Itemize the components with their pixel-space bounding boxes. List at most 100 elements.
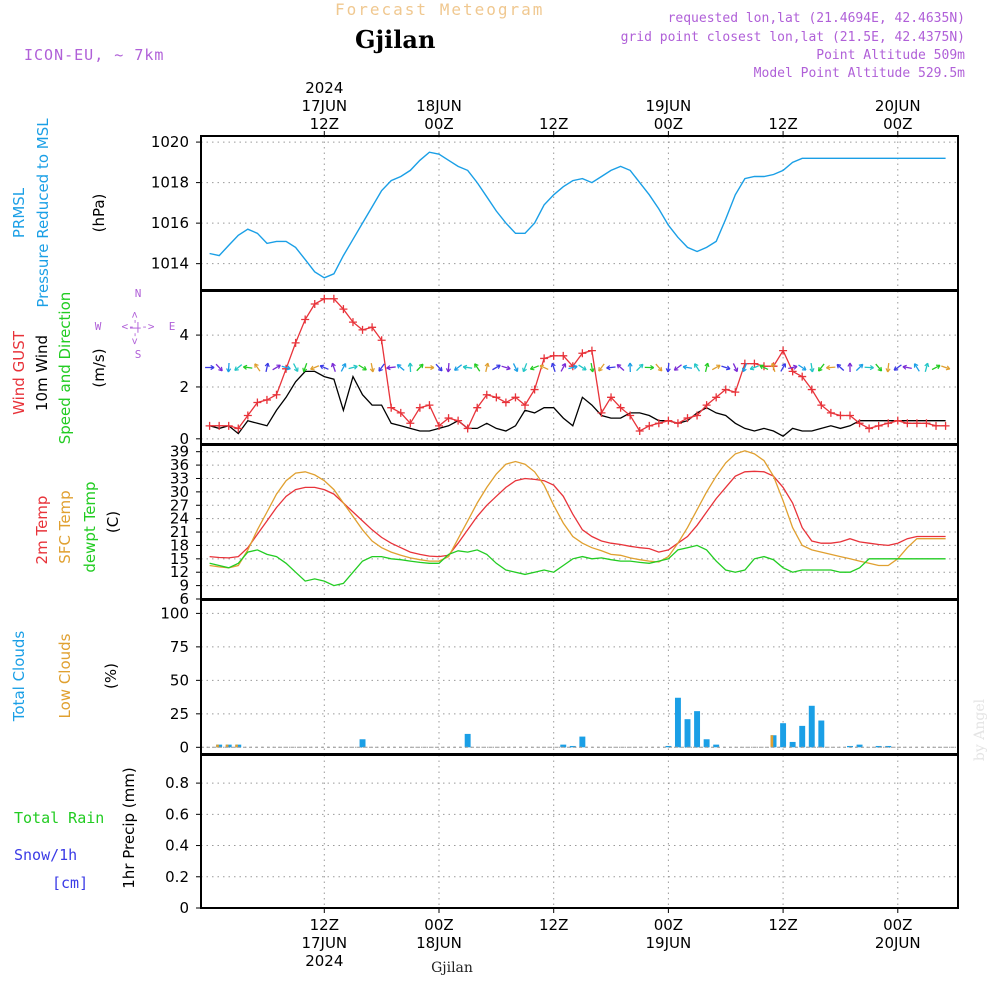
wind-direction-arrow bbox=[302, 363, 308, 373]
gust-marker bbox=[884, 419, 893, 428]
gust-marker bbox=[463, 424, 472, 433]
y-tick-label: 1016 bbox=[151, 214, 189, 232]
gust-marker bbox=[721, 385, 730, 394]
wind-direction-arrow bbox=[855, 363, 864, 372]
wind-direction-arrow bbox=[407, 362, 413, 373]
wind-direction-arrow bbox=[616, 363, 625, 371]
top-time-label: 12Z bbox=[768, 115, 797, 133]
y-tick-label: 0 bbox=[179, 738, 189, 756]
gust-marker bbox=[224, 421, 233, 430]
series-dewpt-temp bbox=[209, 544, 946, 587]
gust-marker bbox=[645, 421, 654, 430]
y-tick-label: 24 bbox=[170, 510, 189, 528]
y-tick-label: 18 bbox=[170, 536, 189, 554]
panel-pressure: 1014 1016 1018 1020 bbox=[151, 133, 958, 290]
total-clouds-bar bbox=[694, 711, 701, 748]
wind-unit-label: (m/s) bbox=[90, 348, 108, 387]
y-tick-label: 0.2 bbox=[165, 868, 189, 886]
total-clouds-bar bbox=[684, 719, 691, 748]
gust-marker bbox=[779, 346, 788, 355]
wind-direction-arrow bbox=[369, 362, 375, 373]
top-time-label: 00Z bbox=[424, 115, 453, 133]
total-clouds-bar bbox=[789, 741, 796, 748]
top-time-label: 12Z bbox=[310, 115, 339, 133]
y-tick-label: 100 bbox=[160, 604, 189, 622]
total-clouds-bar bbox=[216, 744, 223, 748]
wind-direction-arrow bbox=[492, 364, 501, 371]
wind-direction-arrow bbox=[378, 363, 385, 372]
gust-marker bbox=[454, 416, 463, 425]
compass-s: S bbox=[135, 348, 142, 361]
wind-direction-arrow bbox=[704, 362, 710, 373]
gust-marker bbox=[521, 401, 530, 410]
wind-direction-arrow bbox=[682, 364, 693, 370]
total-clouds-bar bbox=[464, 733, 471, 748]
total-clouds-bar bbox=[579, 736, 586, 748]
top-time-label: 20JUN bbox=[875, 97, 921, 115]
gust-marker bbox=[301, 315, 310, 324]
y-tick-label: 75 bbox=[170, 638, 189, 656]
y-tick-label: 30 bbox=[170, 483, 189, 501]
wind-direction-arrow bbox=[281, 365, 291, 371]
y-tick-label: 27 bbox=[170, 496, 189, 514]
gust-marker bbox=[329, 294, 338, 303]
gust-marker bbox=[425, 401, 434, 410]
wind-direction-arrow bbox=[254, 363, 261, 372]
gust-marker bbox=[348, 318, 357, 327]
total-clouds-bar bbox=[808, 705, 815, 748]
gust-marker bbox=[912, 419, 921, 428]
compass-we-arrows: <-|-> bbox=[121, 320, 154, 333]
top-time-label: 2024 bbox=[305, 79, 343, 97]
total-clouds-bar bbox=[885, 745, 892, 748]
gust-marker bbox=[549, 351, 558, 360]
wind-label: Speed and Direction bbox=[56, 292, 74, 445]
wind-direction-arrow bbox=[864, 364, 874, 371]
wind-direction-arrow bbox=[330, 362, 336, 372]
panel-frame bbox=[200, 754, 959, 909]
gust-marker bbox=[932, 421, 941, 430]
wind-direction-arrow bbox=[721, 365, 731, 371]
wind-direction-arrow bbox=[264, 362, 270, 373]
wind-direction-arrow bbox=[589, 362, 595, 373]
total-clouds-bar bbox=[799, 725, 806, 748]
wind-direction-arrow bbox=[272, 364, 281, 371]
wind-direction-arrow bbox=[826, 365, 836, 371]
wind-direction-arrow bbox=[319, 364, 329, 370]
panel-precip: 0 0.2 0.4 0.6 0.8 bbox=[165, 755, 958, 917]
compass-w: W bbox=[95, 320, 102, 333]
gust-marker bbox=[415, 403, 424, 412]
gust-marker bbox=[712, 393, 721, 402]
gust-marker bbox=[798, 372, 807, 381]
y-tick-label: 36 bbox=[170, 456, 189, 474]
bottom-time-label: 12Z bbox=[310, 916, 339, 934]
compass: N <-|-> W <-|-> E S bbox=[95, 287, 176, 361]
wind-direction-arrow bbox=[788, 364, 798, 370]
wind-direction-arrow bbox=[550, 362, 556, 372]
wind-direction-arrow bbox=[501, 365, 511, 371]
wind-direction-arrow bbox=[234, 364, 243, 371]
point-altitude: Point Altitude 509m bbox=[816, 48, 965, 63]
wind-direction-arrow bbox=[454, 364, 463, 371]
wind-direction-arrow bbox=[913, 363, 920, 372]
gust-marker bbox=[310, 299, 319, 308]
y-tick-label: 25 bbox=[170, 705, 189, 723]
wind-direction-arrow bbox=[560, 363, 567, 372]
wind-direction-arrow bbox=[205, 364, 215, 371]
total-clouds-bar bbox=[225, 744, 232, 748]
panel-frame bbox=[200, 599, 959, 755]
clouds-label: Total Clouds bbox=[10, 631, 28, 723]
top-time-label: 19JUN bbox=[646, 97, 692, 115]
wind-direction-arrow bbox=[636, 363, 644, 372]
side-labels: PRMSL Pressure Reduced to MSL (hPa) Wind GU… bbox=[10, 118, 175, 892]
series-10m-wind bbox=[209, 370, 946, 437]
wind-direction-arrow bbox=[941, 365, 951, 371]
gust-marker bbox=[616, 403, 625, 412]
bottom-time-label: 18JUN bbox=[416, 934, 462, 952]
bottom-time-label: 17JUN bbox=[301, 934, 347, 952]
y-tick-label: 6 bbox=[179, 590, 189, 608]
wind-direction-arrow bbox=[358, 364, 367, 371]
low-clouds-bar bbox=[225, 744, 229, 748]
wind-direction-arrow bbox=[741, 363, 748, 373]
